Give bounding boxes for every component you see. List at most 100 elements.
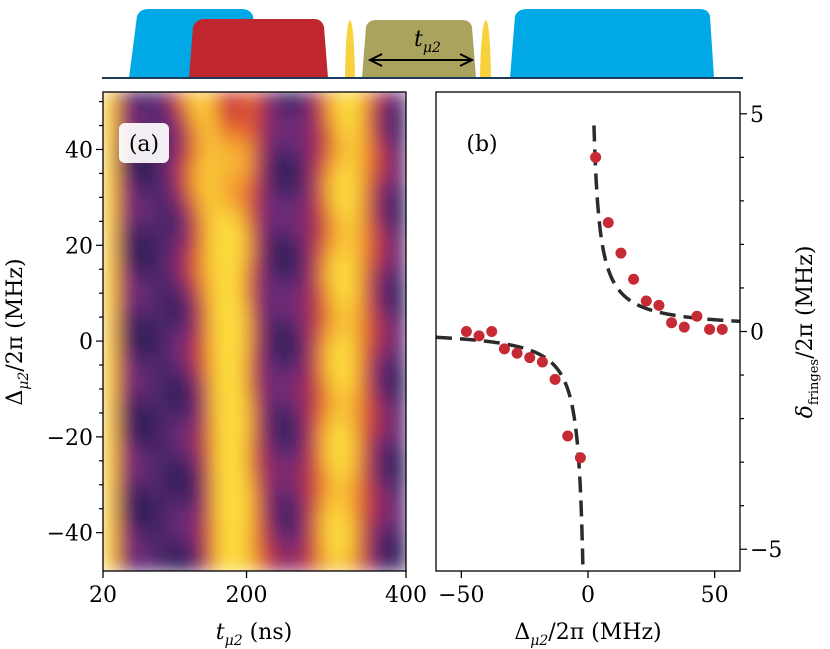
heatmap-cell <box>382 126 392 141</box>
heatmap-cell <box>283 498 294 513</box>
heatmap-cell <box>397 282 406 297</box>
heatmap-cell <box>245 366 256 381</box>
heatmap-cell <box>367 174 377 189</box>
heatmap-cell <box>132 534 142 549</box>
heatmap-cell <box>329 510 339 525</box>
heatmap-cell <box>359 258 370 273</box>
heatmap-cell <box>382 342 392 357</box>
heatmap-cell <box>389 92 400 105</box>
heatmap-cell <box>200 282 211 297</box>
pulse-blue-right <box>510 9 714 78</box>
heatmap-cell <box>321 222 332 237</box>
heatmap-cell <box>155 222 165 237</box>
heatmap-cell <box>321 558 332 571</box>
heatmap-cell <box>344 546 354 561</box>
heatmap-cell <box>351 546 362 561</box>
heatmap-cell <box>382 510 392 525</box>
heatmap-cell <box>351 150 362 165</box>
heatmap-cell <box>344 438 354 453</box>
heatmap-cell <box>103 498 112 513</box>
heatmap-cell <box>253 546 264 561</box>
heatmap-cell <box>117 282 127 297</box>
heatmap-cell <box>185 366 195 381</box>
heatmap-cell <box>200 390 211 405</box>
heatmap-cell <box>336 126 347 141</box>
heatmap-cell <box>367 558 377 571</box>
heatmap-cell <box>170 294 180 309</box>
heatmap-cell <box>261 390 271 405</box>
heatmap-cell <box>124 390 135 405</box>
heatmap-cell <box>124 498 135 513</box>
heatmap-cell <box>344 174 354 189</box>
heatmap-cell <box>359 354 370 369</box>
heatmap-cell <box>268 186 279 201</box>
heatmap-cell <box>276 474 286 489</box>
heatmap-cell <box>147 270 158 285</box>
heatmap-cell <box>314 246 324 261</box>
heatmap-cell <box>306 330 317 345</box>
heatmap-cell <box>192 474 203 489</box>
heatmap-cell <box>185 354 195 369</box>
heatmap-cell <box>291 378 301 393</box>
heatmap-cell <box>397 450 406 465</box>
heatmap-cell <box>109 114 120 129</box>
heatmap-cell <box>367 414 377 429</box>
heatmap-frame <box>102 91 407 572</box>
heatmap-cell <box>374 186 385 201</box>
heatmap-cell <box>117 390 127 405</box>
heatmap-cell <box>268 258 279 273</box>
heatmap-cell <box>329 402 339 417</box>
heatmap-cell <box>298 330 309 345</box>
heatmap-cell <box>397 414 406 429</box>
heatmap-cell <box>147 246 158 261</box>
heatmap-cell <box>329 438 339 453</box>
heatmap-cell <box>291 222 301 237</box>
heatmap-cell <box>336 558 347 571</box>
heatmap-cell <box>139 438 150 453</box>
heatmap-cell <box>329 498 339 513</box>
heatmap-cell <box>139 426 150 441</box>
heatmap-cell <box>170 402 180 417</box>
heatmap-cell <box>336 510 347 525</box>
heatmap-cell <box>367 186 377 201</box>
heatmap-cell <box>382 306 392 321</box>
heatmap-cell <box>321 258 332 273</box>
heatmap-cell <box>132 318 142 333</box>
heatmap-cell <box>192 114 203 129</box>
heatmap-cell <box>117 114 127 129</box>
heatmap-cell <box>208 522 218 537</box>
heatmap-cell <box>351 510 362 525</box>
heatmap-cell <box>382 354 392 369</box>
heatmap-cell <box>374 258 385 273</box>
heatmap-cell <box>389 330 400 345</box>
heatmap-cell <box>124 450 135 465</box>
heatmap-cell <box>367 138 377 153</box>
heatmap-cell <box>238 426 248 441</box>
heatmap-cell <box>177 402 188 417</box>
heatmap-cell <box>177 378 188 393</box>
heatmap-cell <box>298 438 309 453</box>
heatmap-cell <box>109 402 120 417</box>
heatmap-cell <box>336 258 347 273</box>
heatmap-cell <box>132 270 142 285</box>
heatmap-cell <box>329 102 339 117</box>
heatmap-cell <box>103 522 112 537</box>
heatmap-cell <box>261 450 271 465</box>
heatmap-cell <box>298 294 309 309</box>
heatmap-cell <box>359 510 370 525</box>
heatmap-cell <box>162 246 173 261</box>
heatmap-cell <box>374 522 385 537</box>
heatmap-y-tick-label: 40 <box>65 138 93 163</box>
heatmap-cell <box>192 330 203 345</box>
heatmap-cell <box>351 222 362 237</box>
heatmap-cell <box>344 246 354 261</box>
heatmap-cell <box>336 450 347 465</box>
heatmap-cell <box>109 330 120 345</box>
heatmap-cell <box>215 378 226 393</box>
heatmap-cell <box>155 92 165 105</box>
heatmap-cell <box>155 498 165 513</box>
heatmap-cell <box>155 450 165 465</box>
heatmap-cell <box>117 450 127 465</box>
heatmap-cell <box>336 210 347 225</box>
heatmap-cell <box>276 462 286 477</box>
